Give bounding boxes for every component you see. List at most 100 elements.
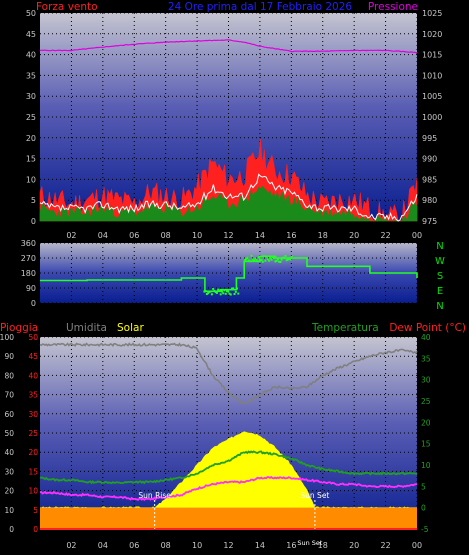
series-pressure-line (39, 39, 418, 54)
series-direction-point (217, 288, 220, 291)
dewpoint-label: Dew Point (°C) (389, 322, 466, 334)
temperature-tick-label: 10 (421, 461, 431, 470)
humidity-tick-label: 0 (9, 525, 14, 534)
series-direction-point (274, 260, 277, 263)
temperature-label: Temperatura (311, 322, 379, 334)
series-direction-point (213, 289, 216, 292)
temperature-tick-label: 25 (421, 397, 431, 406)
humidity-tick-label: 80 (4, 371, 14, 380)
y-left-tick-label: 15 (26, 155, 36, 164)
series-direction-point (227, 290, 230, 293)
y-tick-label: 0 (31, 299, 36, 308)
y-right-tick-label: 975 (422, 217, 437, 226)
series-direction-point (278, 260, 281, 263)
x-tick-label: 10 (192, 541, 202, 550)
series-temperature-line (39, 450, 418, 485)
x-tick-label: 00 (412, 231, 422, 240)
x-tick-label: 04 (98, 231, 108, 240)
x-tick-label: 00 (412, 541, 422, 550)
series-direction-point (273, 256, 276, 259)
temperature-humidity-chart: Pioggia Umidita Solar Temperatura Dew Po… (0, 322, 466, 550)
solar-baseline (40, 507, 417, 529)
series-direction-point (250, 254, 253, 257)
sunrise-label: Sun Rise (138, 491, 171, 500)
series-direction-point (249, 260, 252, 263)
x-tick-label: 06 (129, 541, 139, 550)
series-direction-point (279, 261, 282, 264)
series-direction-point (275, 259, 278, 262)
series-direction-point (237, 292, 240, 295)
temperature-tick-label: -5 (421, 525, 429, 534)
temperature-tick-label: 20 (421, 418, 431, 427)
series-direction-point (234, 290, 237, 293)
y-right-tick-label: 985 (422, 175, 437, 184)
humidity-tick-label: 20 (4, 487, 14, 496)
temperature-tick-label: 35 (421, 354, 431, 363)
series-direction-point (223, 289, 226, 292)
series-direction-point (214, 291, 217, 294)
y-left-tick-label: 45 (26, 30, 36, 39)
x-tick-label: 06 (129, 231, 139, 240)
series-direction-point (225, 290, 228, 293)
rain-tick-label: 30 (28, 410, 38, 419)
series-direction-point (253, 259, 256, 262)
rain-tick-label: 50 (28, 333, 38, 342)
series-humidity-line (39, 342, 418, 405)
series-direction-point (283, 257, 286, 260)
x-tick-label: 20 (349, 541, 359, 550)
series-direction-point (203, 290, 206, 293)
series-direction-point (228, 292, 231, 295)
temperature-ticks: -5 0 5 10 15 20 25 30 35 40 (421, 333, 431, 534)
series-direction-point (208, 290, 211, 293)
series-direction-point (263, 255, 266, 258)
y-right-tick-label: 995 (422, 134, 437, 143)
humidity-tick-label: 100 (0, 333, 14, 342)
series-direction-point (215, 291, 218, 294)
series-direction-point (276, 258, 279, 261)
y-right-tick-label: 1025 (422, 9, 442, 18)
series-direction-point (256, 260, 259, 263)
series-direction-point (271, 256, 274, 259)
chart-title: 24 Ore prima dal 17 Febbraio 2026 (168, 1, 353, 13)
series-direction-point (281, 256, 284, 259)
series-direction-point (288, 258, 291, 261)
series-direction-point (280, 258, 283, 261)
grid (40, 242, 418, 304)
series-direction-point (258, 256, 261, 259)
y-right-tick-label: 980 (422, 196, 437, 205)
rain-ticks: 0 5 10 15 20 25 30 35 40 45 50 (28, 333, 38, 534)
humidity-tick-label: 70 (4, 391, 14, 400)
y-right-tick-label: 1010 (422, 71, 442, 80)
series-direction-point (229, 293, 232, 296)
x-tick-label: 16 (286, 231, 296, 240)
y-left-tick-label: 0 (31, 217, 36, 226)
series-direction-point (222, 292, 225, 295)
x-tick-label: 02 (66, 541, 76, 550)
humidity-ticks: 0 10 20 30 40 50 60 70 80 90 100 (0, 333, 14, 534)
humidity-tick-label: 60 (4, 410, 14, 419)
x-tick-label: 12 (223, 541, 233, 550)
y-tick-label: 360 (21, 239, 36, 248)
y-tick-label: 90 (26, 284, 36, 293)
series-marks (40, 254, 418, 296)
series-direction-point (260, 258, 263, 261)
series-direction-point (246, 256, 249, 259)
series-direction-point (247, 259, 250, 262)
y-left-tick-label: 40 (26, 51, 36, 60)
series-direction-point (266, 258, 269, 261)
series-wind-average-line (39, 173, 418, 222)
y-right-ticks: 975 980 985 990 995 1000 1005 1010 1015 1020 1025 (422, 9, 442, 226)
series-direction-point (265, 255, 268, 258)
x-ticks: 02 04 06 08 10 12 14 16 18 20 22 00 (66, 231, 422, 240)
humidity-tick-label: 30 (4, 467, 14, 476)
x-tick-label: 10 (192, 231, 202, 240)
x-tick-label: 08 (161, 231, 171, 240)
y-tick-label: 180 (21, 269, 36, 278)
y-right-tick-label: 1005 (422, 92, 442, 101)
y-left-ticks: 0 5 10 15 20 25 30 35 40 45 50 (26, 9, 36, 226)
x-tick-label: 14 (255, 231, 265, 240)
temperature-tick-label: 5 (421, 482, 426, 491)
y-left-tick-label: 10 (26, 175, 36, 184)
series-gust-area (39, 139, 418, 222)
